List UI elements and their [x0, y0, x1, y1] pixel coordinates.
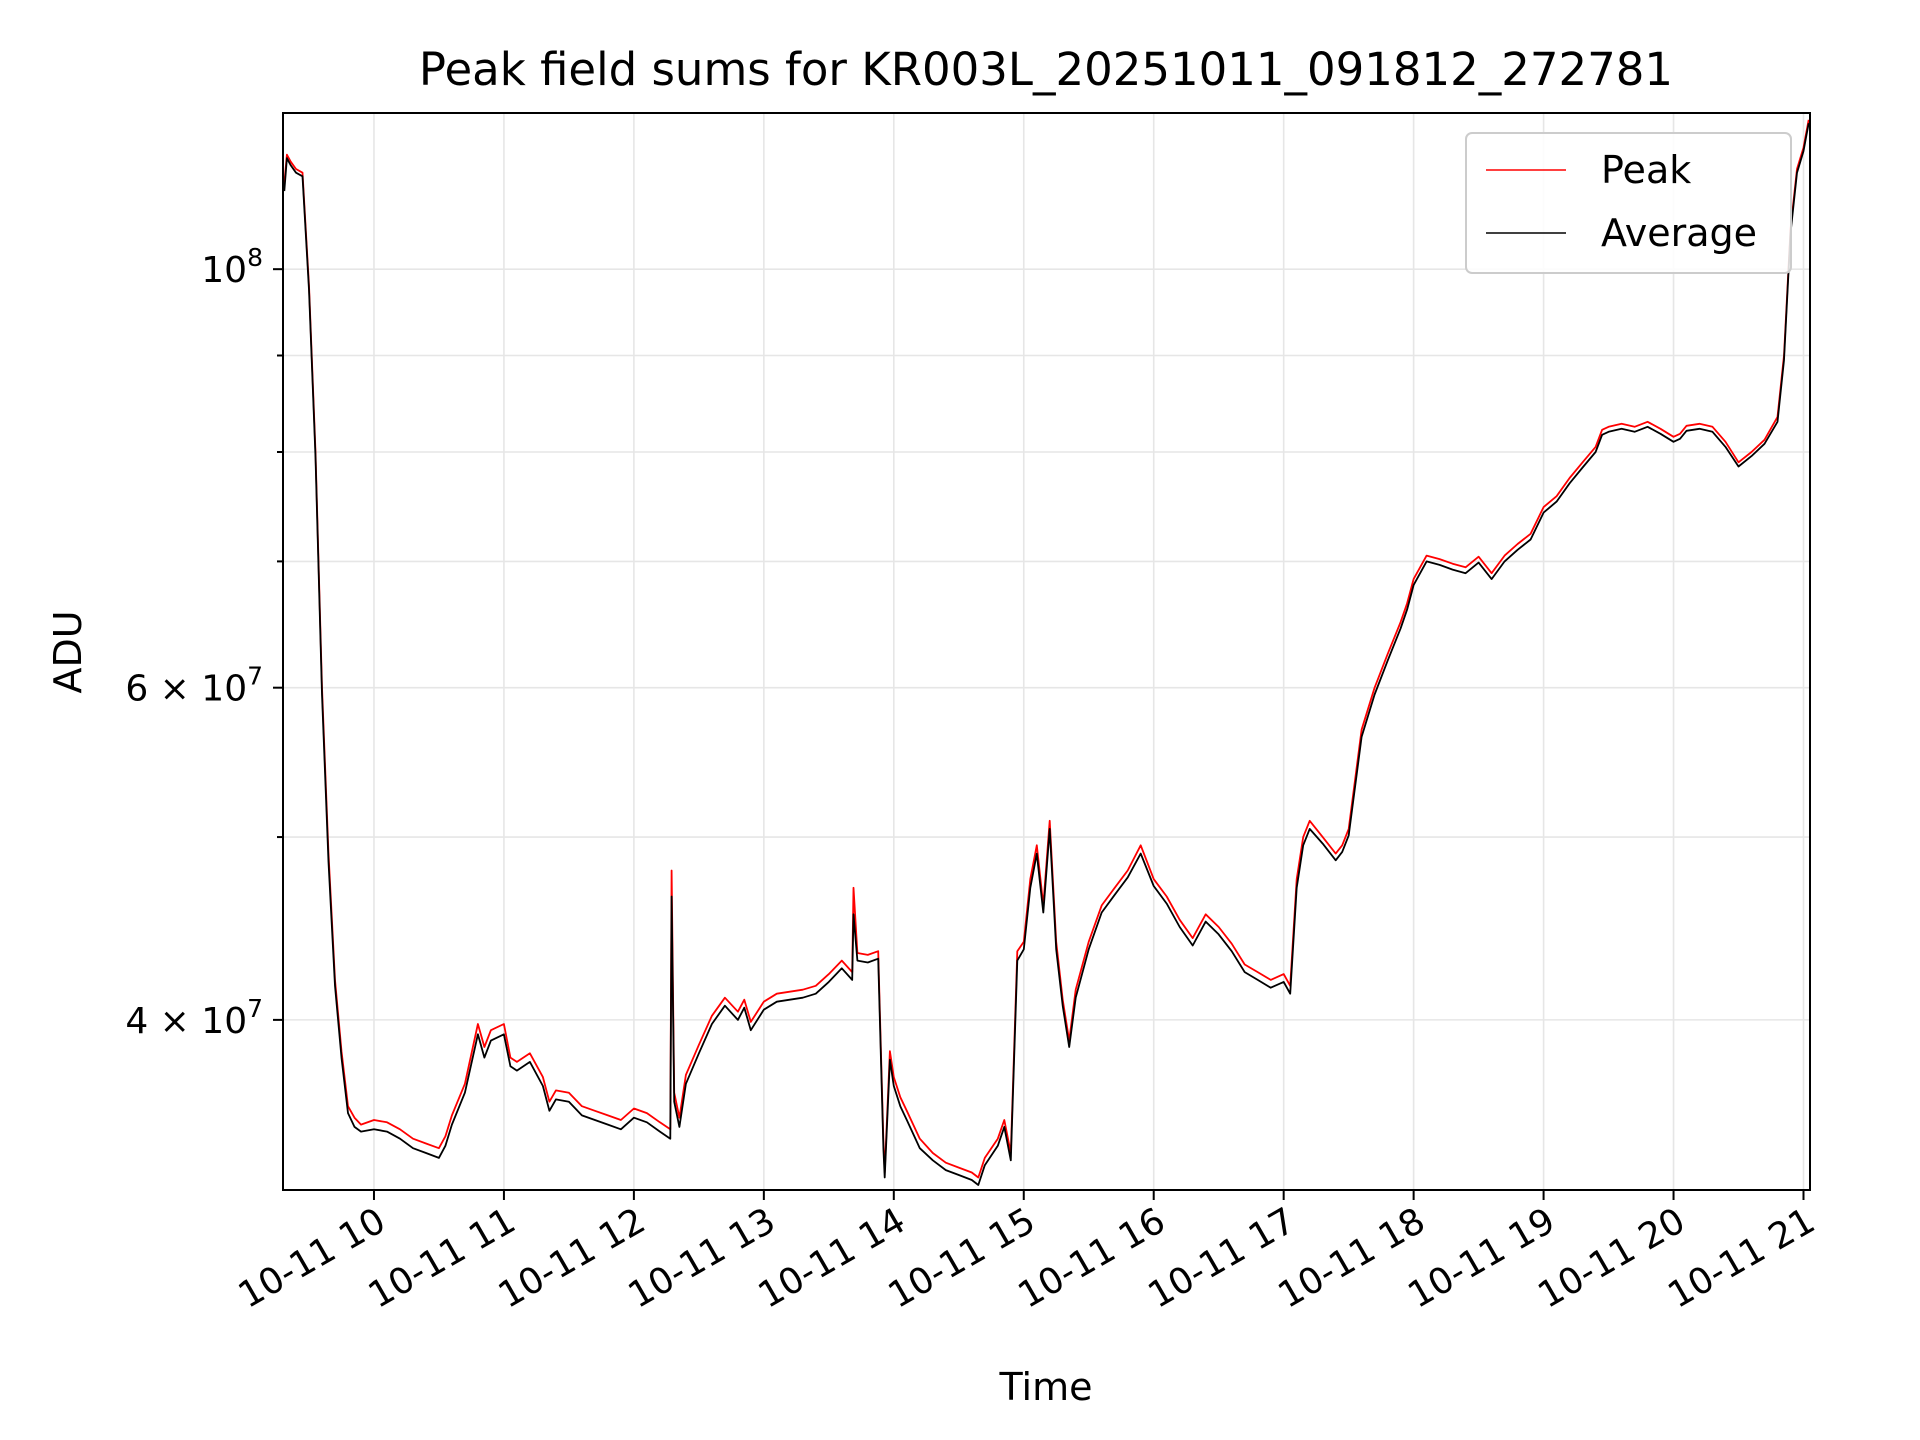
grid	[283, 113, 1810, 1190]
legend-box	[1465, 132, 1792, 274]
x-axis-label: Time	[999, 1365, 1093, 1409]
legend: Peak Average	[1465, 132, 1792, 274]
series-line-average	[283, 123, 1810, 1186]
legend-label-average: Average	[1601, 211, 1757, 255]
chart-title: Peak field sums for KR003L_20251011_0918…	[419, 43, 1673, 96]
y-axis: 4 × 107 6 × 107 108	[125, 243, 283, 1042]
series-line-peak	[283, 119, 1810, 1179]
y-tick-label: 108	[201, 243, 263, 291]
series-layer	[283, 119, 1810, 1186]
plot-area-frame	[282, 112, 1811, 1191]
y-tick-label: 4 × 107	[125, 994, 263, 1042]
y-tick-label: 6 × 107	[125, 662, 263, 710]
y-axis-label: ADU	[46, 610, 90, 693]
legend-label-peak: Peak	[1601, 148, 1691, 192]
